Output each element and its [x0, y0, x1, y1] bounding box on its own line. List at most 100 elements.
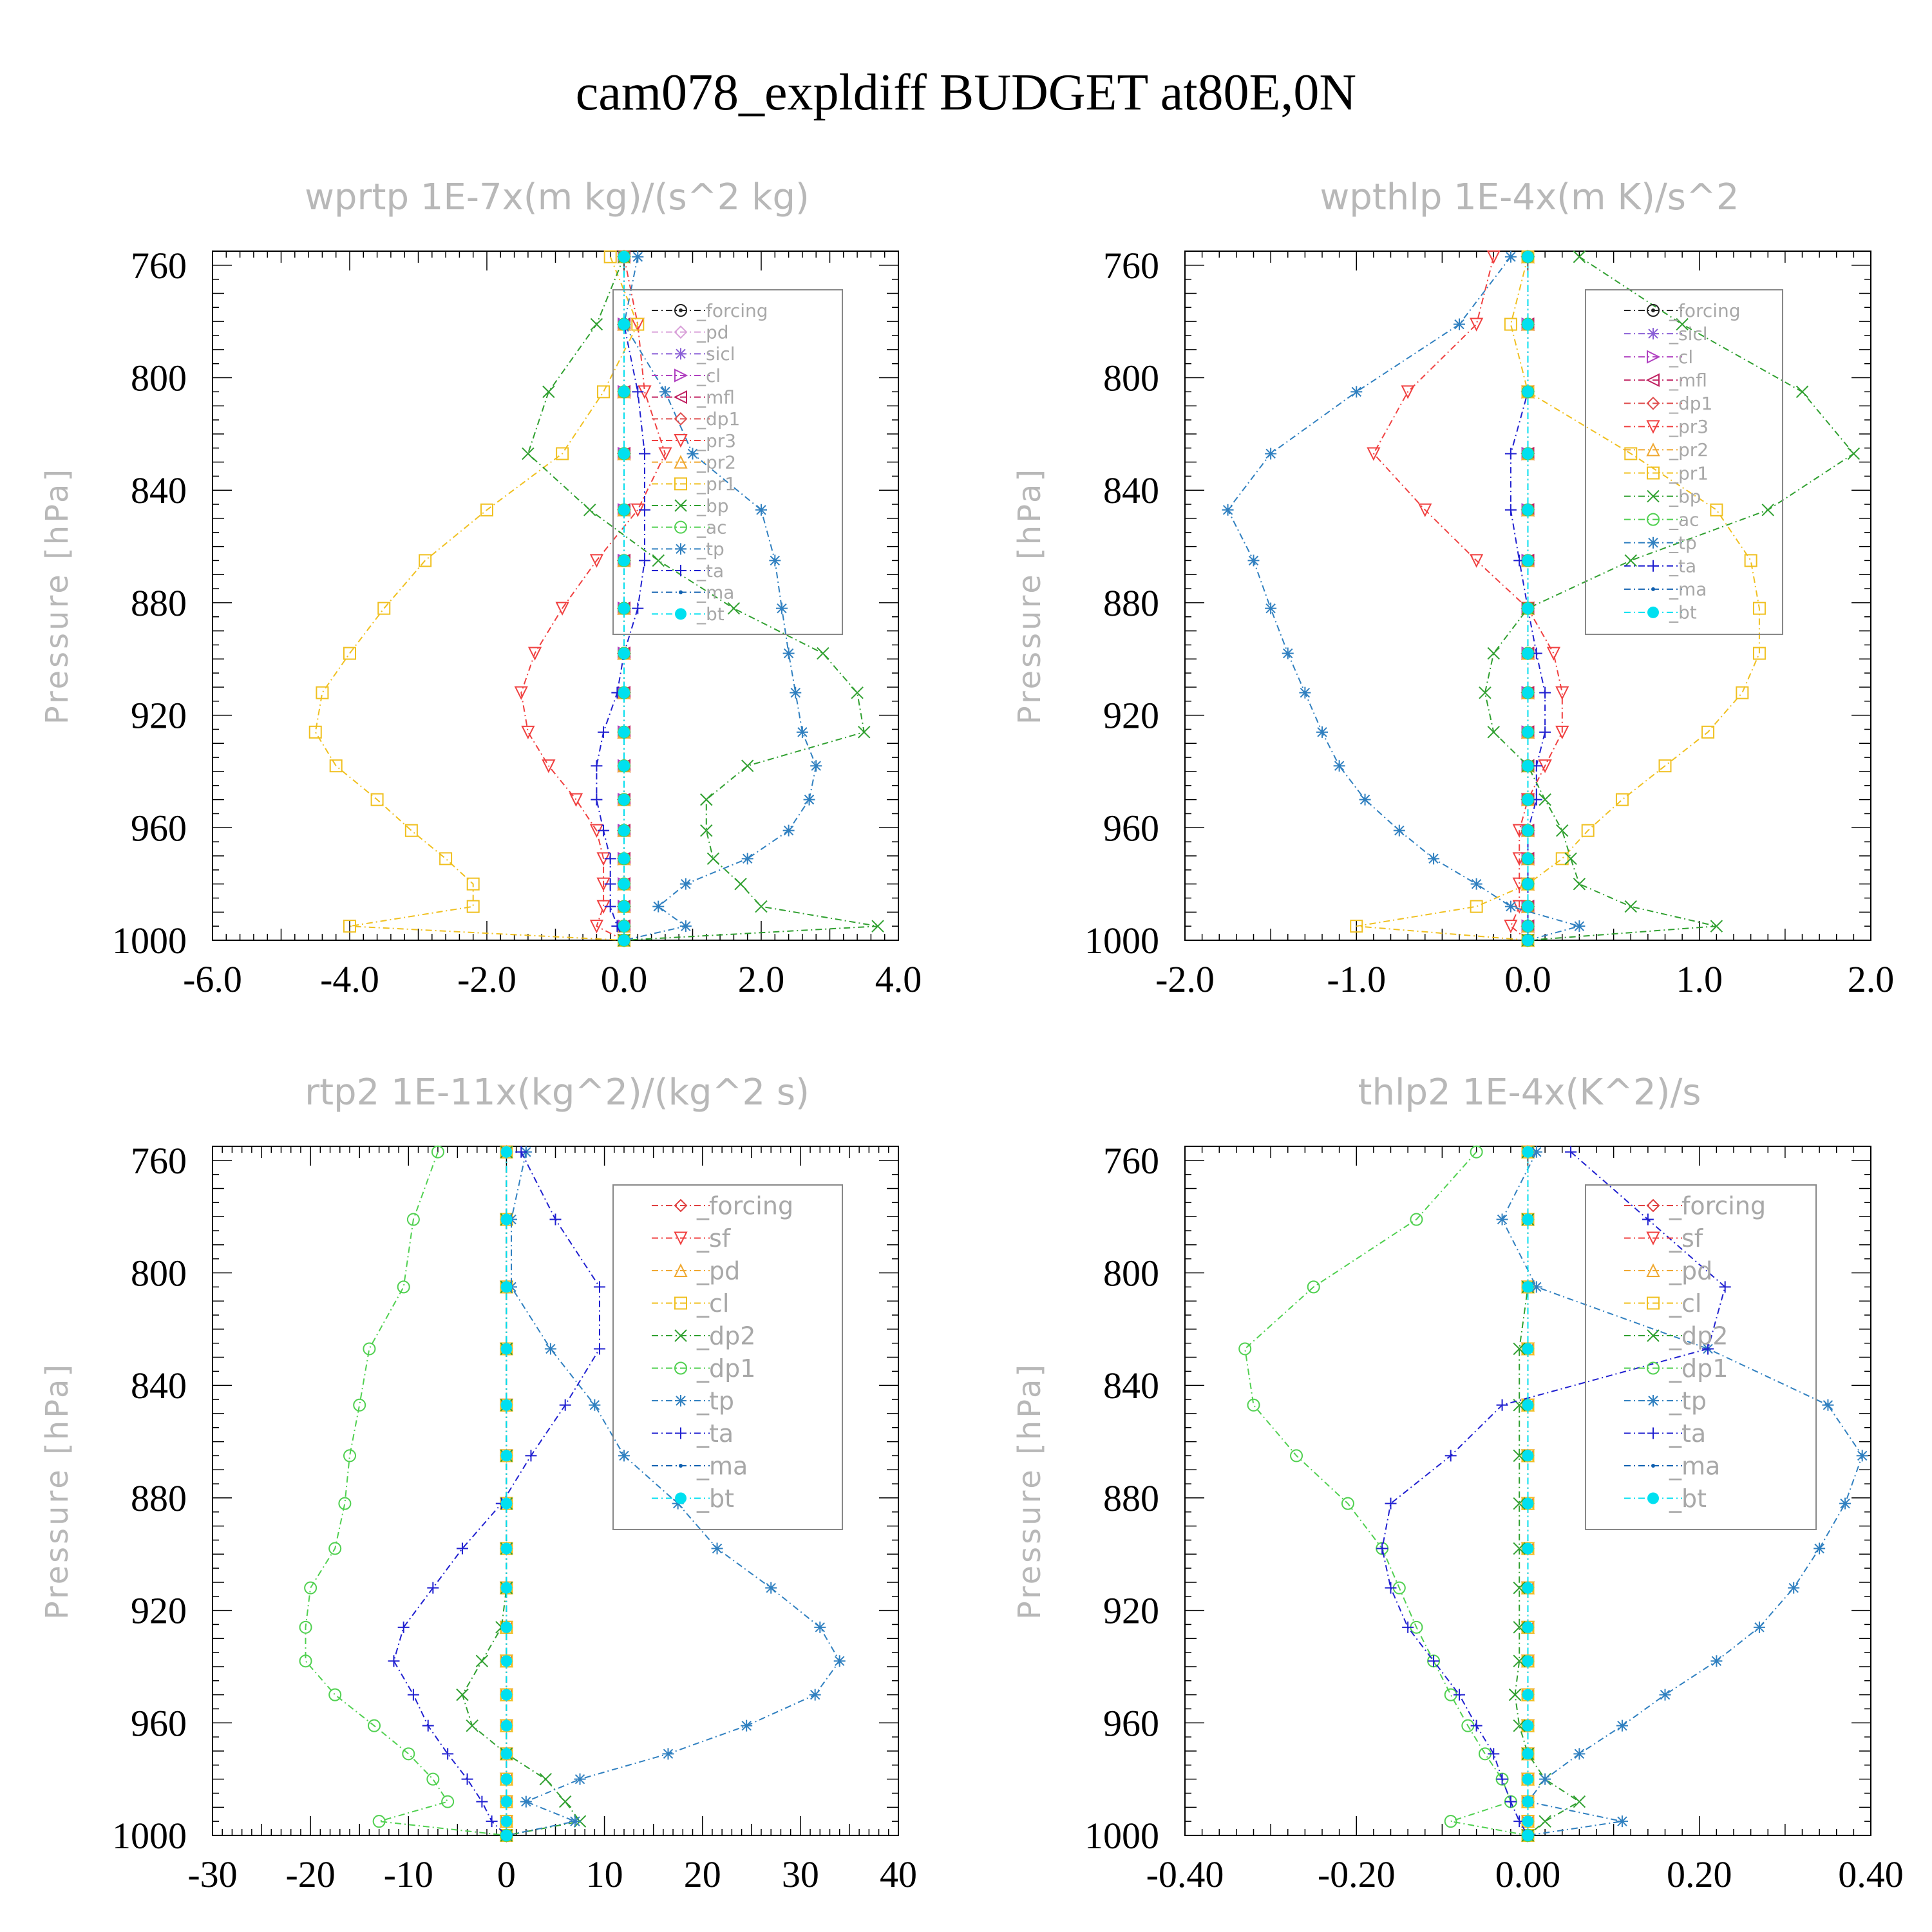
data-point_bt — [1522, 251, 1534, 263]
legend-marker_ma — [1651, 1464, 1655, 1468]
data-point_tp — [1359, 793, 1371, 806]
data-point_ta — [591, 793, 603, 806]
data-point_bt — [1522, 386, 1534, 398]
legend-label: _pr1 — [696, 473, 736, 495]
data-point_dp1 — [1470, 1145, 1483, 1159]
data-point_bp — [522, 447, 535, 460]
data-point_tp — [809, 1689, 821, 1701]
data-point_ta — [604, 900, 616, 913]
legend-marker_ta — [675, 1427, 687, 1439]
x-tick-label: 2.0 — [738, 958, 785, 1000]
data-point_bt — [1522, 1815, 1534, 1828]
data-point_ta — [1702, 1343, 1714, 1355]
data-point_dp1 — [343, 1449, 356, 1463]
legend-label: _cl — [696, 1289, 729, 1318]
legend-label: _pd — [696, 321, 729, 343]
y-tick-label: 840 — [1103, 469, 1159, 511]
data-point_tp — [1393, 824, 1405, 837]
legend-marker_forcing — [1646, 1198, 1660, 1213]
data-point_ta — [1565, 1146, 1577, 1158]
data-point_bp — [700, 824, 713, 837]
legend-label: _bp — [696, 495, 729, 516]
data-point_pr3 — [527, 647, 542, 661]
legend-marker_sicl — [675, 348, 687, 360]
data-point_pr3 — [514, 686, 528, 700]
plot-area — [308, 249, 884, 948]
y-tick-label: 800 — [131, 357, 187, 399]
data-point_bt — [1522, 1213, 1534, 1226]
data-point_ta — [1444, 1450, 1457, 1462]
series-line_dp1 — [305, 1151, 507, 1836]
data-point_pr3 — [1470, 317, 1484, 332]
data-point_pr3 — [1504, 920, 1518, 934]
y-axis-label: Pressure [hPa] — [39, 1362, 75, 1620]
data-point_pr1 — [343, 920, 356, 933]
legend-label: _mfl — [1669, 370, 1707, 391]
data-point_tp — [1504, 251, 1517, 263]
data-point_dp1 — [353, 1398, 366, 1412]
legend-marker_forcing-center — [679, 308, 683, 312]
data-point_ta — [1470, 1719, 1482, 1732]
legend-label: _sicl — [696, 343, 735, 365]
x-tick-label: 2.0 — [1848, 958, 1895, 1000]
legend-label: _forcing — [696, 1191, 793, 1220]
data-point_bt — [1522, 1773, 1534, 1785]
data-point_pr1 — [1470, 900, 1483, 913]
data-point_dp2 — [1513, 1497, 1526, 1510]
legend-label: _dp2 — [696, 1321, 755, 1350]
data-point_bt — [1522, 726, 1534, 738]
data-point_bt — [1522, 602, 1534, 614]
y-tick-label: 800 — [1103, 357, 1159, 399]
data-point_dp1 — [1341, 1497, 1354, 1510]
data-point_pr1 — [329, 759, 343, 773]
data-point_tp — [589, 1399, 601, 1411]
data-point_dp1 — [1307, 1280, 1320, 1294]
data-point_tp — [711, 1542, 723, 1555]
y-tick-label: 880 — [1103, 1477, 1159, 1519]
legend-marker_bp — [674, 499, 687, 512]
data-point_bp — [1573, 251, 1586, 263]
data-point_tp — [1710, 1655, 1723, 1667]
y-tick-label: 840 — [131, 1365, 187, 1406]
data-point_ta — [591, 760, 603, 772]
data-point_dp1 — [1444, 1815, 1457, 1828]
data-point_ta — [1428, 1655, 1440, 1667]
data-point_ta — [1719, 1281, 1731, 1293]
data-point_bt — [618, 602, 630, 614]
y-tick-label: 960 — [1103, 1702, 1159, 1744]
legend-label: _bt — [1669, 1484, 1707, 1513]
data-point_tp — [1265, 602, 1277, 614]
data-point_tp — [1659, 1689, 1671, 1701]
legend-label: _tp — [1669, 533, 1697, 554]
data-point_ta — [1539, 687, 1551, 699]
legend-box — [1585, 1184, 1817, 1530]
data-point_pr1 — [1581, 824, 1595, 837]
data-point_tp — [574, 1773, 586, 1785]
data-point_bt — [1522, 1146, 1534, 1158]
data-point_bp — [700, 793, 713, 806]
legend-marker_pr3 — [1646, 420, 1660, 434]
legend-marker_bp — [1647, 489, 1660, 503]
data-point_pr3 — [1418, 503, 1432, 518]
legend-label: _dp1 — [1669, 1354, 1728, 1383]
data-point_bt — [500, 1748, 513, 1760]
legend-label: _dp1 — [1669, 393, 1712, 414]
data-point_ta — [1642, 1213, 1654, 1226]
data-point_dp1 — [372, 1815, 386, 1828]
data-point_tp — [659, 386, 671, 398]
data-point_ta — [486, 1815, 498, 1828]
data-point_pr1 — [308, 725, 322, 739]
data-point_bp — [858, 726, 871, 739]
data-point_bt — [618, 251, 630, 263]
legend-marker_bt — [1647, 1492, 1659, 1504]
x-tick-label: -0.40 — [1146, 1853, 1224, 1895]
series-line_pr1 — [1356, 256, 1760, 941]
data-point_bt — [1522, 1748, 1534, 1760]
legend-marker_pr3 — [674, 434, 688, 448]
panel-title: wprtp 1E-7x(m kg)/(s^2 kg) — [305, 176, 810, 218]
data-point_bp — [1564, 852, 1577, 866]
data-point_ta — [456, 1542, 468, 1555]
y-tick-label: 920 — [131, 1590, 187, 1632]
data-point_bt — [1522, 448, 1534, 460]
